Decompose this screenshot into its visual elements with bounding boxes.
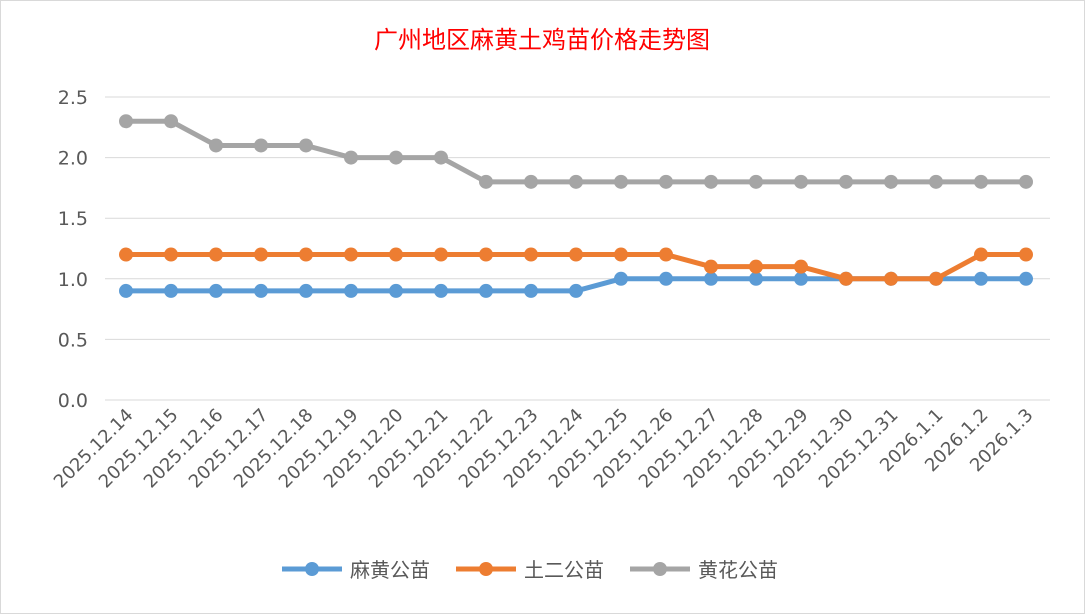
data-point [119, 247, 133, 262]
data-point [1019, 247, 1033, 262]
data-point [299, 283, 313, 298]
data-point [209, 138, 223, 153]
data-point [119, 114, 133, 129]
data-point [164, 247, 178, 262]
data-point [389, 283, 403, 298]
data-point [254, 247, 268, 262]
data-point [434, 247, 448, 262]
x-axis: 2025.12.142025.12.152025.12.162025.12.17… [50, 405, 1038, 493]
data-point [569, 283, 583, 298]
legend-item: 土二公苗 [456, 558, 604, 582]
data-point [1019, 174, 1033, 189]
legend-label: 土二公苗 [524, 558, 604, 582]
legend-label: 黄花公苗 [698, 558, 778, 582]
data-point [839, 271, 853, 286]
data-point [794, 174, 808, 189]
data-point [614, 247, 628, 262]
legend-item: 麻黄公苗 [282, 558, 430, 582]
chart-title: 广州地区麻黄土鸡苗价格走势图 [374, 26, 710, 54]
y-axis: 0.0 0.5 1.0 1.5 2.0 2.5 [58, 87, 88, 412]
data-point [569, 247, 583, 262]
data-point [254, 283, 268, 298]
data-point [704, 259, 718, 274]
data-point [119, 283, 133, 298]
data-point [794, 259, 808, 274]
y-tick-label: 1.5 [58, 208, 88, 230]
data-point [704, 271, 718, 286]
data-point [209, 247, 223, 262]
data-point [569, 174, 583, 189]
data-point [254, 138, 268, 153]
data-point [929, 174, 943, 189]
gridlines [105, 96, 1050, 401]
y-tick-label: 0.0 [58, 390, 88, 412]
legend-marker-icon [653, 562, 667, 576]
series-1 [119, 247, 1033, 286]
data-point [164, 114, 178, 129]
data-point [749, 174, 763, 189]
data-point [299, 138, 313, 153]
data-point [389, 150, 403, 165]
legend-item: 黄花公苗 [630, 558, 778, 582]
data-point [884, 271, 898, 286]
data-point [659, 174, 673, 189]
data-point [344, 247, 358, 262]
y-tick-label: 2.0 [58, 148, 88, 170]
legend-marker-icon [479, 562, 493, 576]
legend-marker-icon [305, 562, 319, 576]
data-point [749, 259, 763, 274]
data-point [659, 271, 673, 286]
data-point [479, 247, 493, 262]
y-tick-label: 0.5 [58, 329, 88, 351]
legend-label: 麻黄公苗 [350, 558, 430, 582]
data-point [614, 271, 628, 286]
y-tick-label: 2.5 [58, 87, 88, 109]
data-point [839, 174, 853, 189]
data-point [164, 283, 178, 298]
data-point [749, 271, 763, 286]
data-point [479, 283, 493, 298]
data-point [614, 174, 628, 189]
series-2 [119, 114, 1033, 189]
data-point [344, 283, 358, 298]
data-point [974, 271, 988, 286]
data-point [884, 174, 898, 189]
data-point [524, 174, 538, 189]
data-point [389, 247, 403, 262]
data-point [794, 271, 808, 286]
data-point [974, 247, 988, 262]
series-group [119, 114, 1033, 298]
data-point [344, 150, 358, 165]
data-point [299, 247, 313, 262]
data-point [209, 283, 223, 298]
data-point [434, 283, 448, 298]
data-point [524, 247, 538, 262]
data-point [1019, 271, 1033, 286]
legend: 麻黄公苗 土二公苗 黄花公苗 [282, 558, 778, 582]
data-point [479, 174, 493, 189]
data-point [704, 174, 718, 189]
data-point [659, 247, 673, 262]
data-point [524, 283, 538, 298]
y-tick-label: 1.0 [58, 269, 88, 291]
data-point [929, 271, 943, 286]
data-point [434, 150, 448, 165]
data-point [974, 174, 988, 189]
